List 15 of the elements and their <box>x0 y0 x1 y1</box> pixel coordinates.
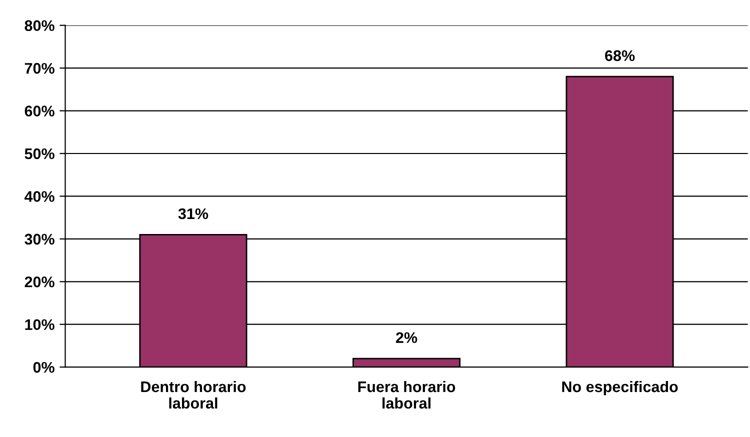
y-tick-label: 70% <box>24 62 54 74</box>
y-tick-label: 20% <box>24 276 54 288</box>
x-tick-label: Dentro horario laboral <box>141 380 246 409</box>
y-tick-label: 60% <box>24 106 54 116</box>
y-tick-label: 40% <box>24 191 54 202</box>
y-tick-label: 0% <box>33 362 54 373</box>
data-label: 2% <box>396 332 418 343</box>
y-tick-label: 10% <box>25 319 54 330</box>
x-tick-label: No especificado <box>562 380 678 396</box>
x-tick-label: Fuera horario laboral <box>358 380 456 409</box>
data-label: 31% <box>178 208 208 220</box>
data-label: 68% <box>605 50 635 62</box>
y-tick-label: 30% <box>24 234 54 245</box>
y-tick-label: 80% <box>24 20 54 32</box>
y-tick-label: 50% <box>24 148 54 160</box>
